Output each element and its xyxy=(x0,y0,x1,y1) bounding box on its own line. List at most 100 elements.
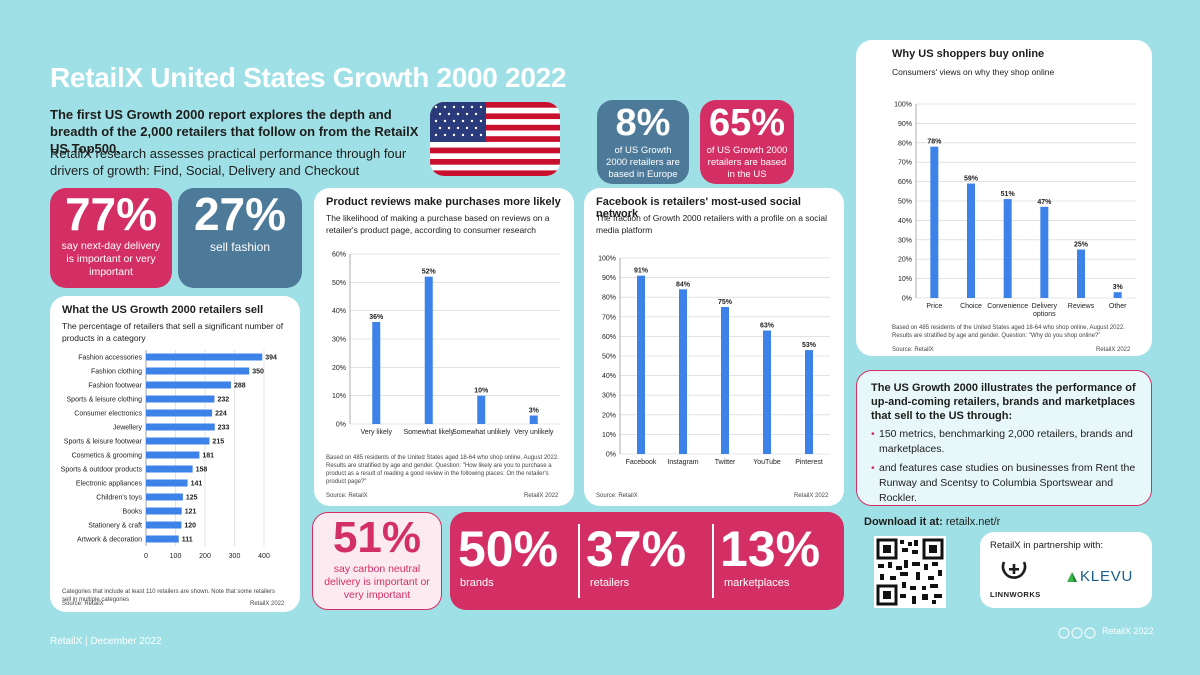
x-tick-label: Pinterest xyxy=(795,459,823,466)
linnworks-logo-icon xyxy=(998,558,1030,584)
y-tick-label: 10% xyxy=(898,276,912,283)
y-tick-label: 10% xyxy=(602,432,616,439)
intro-bold-text: The first US Growth 2000 report explores… xyxy=(50,107,419,156)
chart-note: Based on 485 residents of the United Sta… xyxy=(326,455,559,485)
chart-card-reviews: Product reviews make purchases more like… xyxy=(314,188,574,506)
bar xyxy=(424,276,433,424)
footer-left: RetailX | December 2022 xyxy=(50,636,162,647)
bar xyxy=(529,415,538,424)
chart-credit: RetailX 2022 xyxy=(524,493,559,499)
chart-subtitle: The percentage of retailers that sell a … xyxy=(62,321,284,343)
y-tick-label: 70% xyxy=(602,314,616,321)
download-link[interactable]: retailx.net/r xyxy=(945,516,1001,528)
x-tick-label: Twitter xyxy=(715,459,736,466)
x-tick-label: Price xyxy=(926,303,942,310)
data-label: 121 xyxy=(185,509,197,516)
data-label: 394 xyxy=(265,355,277,362)
x-tick-label: Somewhat unlikely xyxy=(452,429,511,436)
y-tick-label: 100% xyxy=(598,256,616,263)
x-tick-label: YouTube xyxy=(753,459,781,466)
chart-why-online: 0% 10% 20% 30% 40% 50% 60% 70% 80% 90% 100% 78% Pric… xyxy=(894,102,1136,318)
stat-carbon-text: say carbon neutral delivery is important… xyxy=(324,563,430,601)
us-flag-icon xyxy=(430,102,560,176)
bar xyxy=(763,330,771,454)
x-tick-label: Facebook xyxy=(626,459,657,466)
y-tick-label: 40% xyxy=(332,308,346,315)
y-tick-label: Cosmetics & grooming xyxy=(72,453,143,460)
x-tick-label: Convenience xyxy=(987,303,1028,310)
y-tick-label: 90% xyxy=(898,121,912,128)
chart-source: Source: RetailX xyxy=(892,347,934,353)
x-tick-label: 200 xyxy=(199,553,211,560)
data-label: 125 xyxy=(186,495,198,502)
chart-title: Why US shoppers buy online xyxy=(892,48,1045,60)
chart-note: Categories that include at least 110 ret… xyxy=(62,589,275,603)
chart-card-why-online: Why US shoppers buy online Consumers' vi… xyxy=(856,40,1152,356)
stat-nextday-value: 77% xyxy=(64,188,158,240)
y-tick-label: Children's toys xyxy=(96,495,142,502)
data-label: 59% xyxy=(964,176,979,183)
y-tick-label: 50% xyxy=(898,199,912,206)
x-tick-label: 300 xyxy=(229,553,241,560)
y-tick-label: Sports & leisure footwear xyxy=(64,439,143,446)
bar xyxy=(146,409,213,417)
data-label: 10% xyxy=(474,388,489,395)
y-tick-label: 50% xyxy=(332,280,346,287)
chart-subtitle: The likelihood of making a purchase base… xyxy=(326,213,550,235)
y-tick-label: 20% xyxy=(332,365,346,372)
x-tick-label: Other xyxy=(1109,303,1127,310)
data-label: 25% xyxy=(1074,242,1089,249)
y-tick-label: 0% xyxy=(902,296,912,303)
bar xyxy=(637,275,645,454)
chart-title: What the US Growth 2000 retailers sell xyxy=(62,304,264,316)
bar xyxy=(146,493,183,501)
x-tick-label: Choice xyxy=(960,303,982,310)
y-tick-label: Sports & outdoor products xyxy=(61,467,143,474)
qr-code-icon[interactable] xyxy=(874,536,946,608)
stat-marketplaces-value: 13% xyxy=(720,521,821,577)
chart-categories: 0 100 200 300 400 Fashion accessories 394 Fashi… xyxy=(61,350,277,560)
stat-brands-value: 50% xyxy=(458,521,559,577)
chart-title: Product reviews make purchases more like… xyxy=(326,196,561,208)
bar xyxy=(146,395,215,403)
download-text: Download it at: xyxy=(864,516,943,528)
stat-carbon-value: 51% xyxy=(332,513,422,562)
stat-nextday: 77% say next-day delivery is important o… xyxy=(50,188,172,288)
y-tick-label: 80% xyxy=(602,295,616,302)
chart-source: Source: RetailX xyxy=(62,601,104,607)
y-tick-label: Books xyxy=(123,509,143,516)
chart-credit: RetailX 2022 xyxy=(794,493,829,499)
y-tick-label: Fashion accessories xyxy=(78,355,142,362)
bar xyxy=(805,350,813,454)
data-label: 158 xyxy=(196,467,208,474)
info-bullet: and features case studies on businesses … xyxy=(871,461,1137,506)
y-tick-label: 100% xyxy=(894,102,912,109)
divider xyxy=(578,524,580,598)
info-title: The US Growth 2000 illustrates the perfo… xyxy=(871,382,1136,422)
bar xyxy=(1113,292,1122,298)
chart-credit: RetailX 2022 xyxy=(250,601,285,607)
data-label: 36% xyxy=(369,314,384,321)
y-tick-label: Fashion footwear xyxy=(88,383,142,390)
bar xyxy=(721,307,729,454)
data-label: 84% xyxy=(676,281,691,288)
chart-title: Facebook is retailers' most-used social … xyxy=(596,196,801,220)
chart-social: 0% 10% 20% 30% 40% 50% 60% 70% 80% 90% 100% 91% Face… xyxy=(598,256,830,466)
data-label: 111 xyxy=(182,537,193,544)
stat-europe-text: of US Growth 2000 retailers are based in… xyxy=(606,145,680,180)
data-label: 47% xyxy=(1037,199,1052,206)
data-label: 141 xyxy=(191,481,203,488)
linnworks-logo-text: LINNWORKS xyxy=(990,590,1041,599)
data-label: 224 xyxy=(215,411,227,418)
y-tick-label: Sports & leisure clothing xyxy=(67,397,143,404)
y-tick-label: Artwork & decoration xyxy=(77,537,142,544)
x-tick-label: Very unlikely xyxy=(514,429,554,436)
bar xyxy=(1040,206,1049,298)
stat-nextday-text: say next-day delivery is important or ve… xyxy=(61,240,161,278)
data-label: 91% xyxy=(634,268,649,275)
stat-fashion-value: 27% xyxy=(193,188,287,240)
chart-card-social: Facebook is retailers' most-used social … xyxy=(584,188,844,506)
bar xyxy=(146,437,210,445)
bar xyxy=(146,507,182,515)
bar xyxy=(146,367,250,375)
